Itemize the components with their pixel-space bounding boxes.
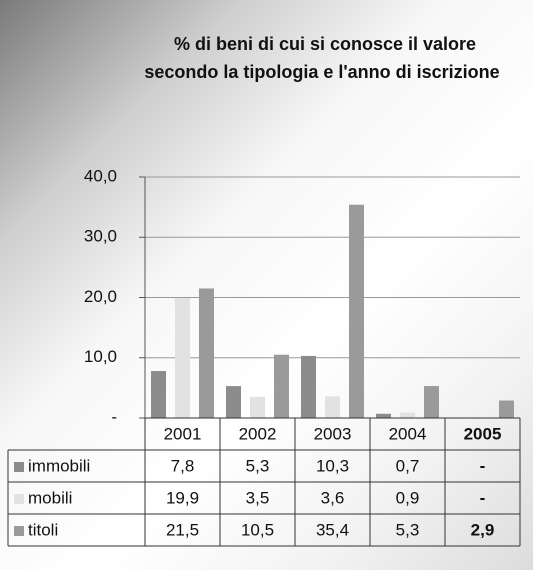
bar <box>349 204 364 418</box>
legend-label: mobili <box>28 488 72 507</box>
table-cell: 5,3 <box>396 520 420 539</box>
bar <box>424 386 439 418</box>
bar <box>499 400 514 418</box>
table-cell: 3,6 <box>321 488 345 507</box>
bar <box>274 354 289 418</box>
y-tick-label: 40,0 <box>84 166 117 185</box>
legend-label: immobili <box>28 456 90 475</box>
x-tick-label: 2002 <box>239 424 277 443</box>
table-cell: 10,3 <box>316 456 349 475</box>
table-cell: 5,3 <box>246 456 270 475</box>
bar <box>376 413 391 418</box>
table-cell: 19,9 <box>166 488 199 507</box>
y-tick-label: 30,0 <box>84 227 117 246</box>
table-cell: 7,8 <box>171 456 195 475</box>
legend-swatch <box>14 526 24 536</box>
y-tick-label: 10,0 <box>84 347 117 366</box>
bar <box>325 396 340 418</box>
table-cell: 21,5 <box>166 520 199 539</box>
table-cell: 10,5 <box>241 520 274 539</box>
y-tick-label: - <box>111 407 117 426</box>
x-tick-label: 2003 <box>314 424 352 443</box>
x-tick-label: 2001 <box>164 424 202 443</box>
bar <box>250 396 265 418</box>
chart-title: secondo la tipologia e l'anno di iscrizi… <box>144 62 499 82</box>
legend-swatch <box>14 462 24 472</box>
table-cell: 0,9 <box>396 488 420 507</box>
table-cell: 35,4 <box>316 520 349 539</box>
bar <box>199 288 214 418</box>
bar <box>226 386 241 418</box>
chart-title: % di beni di cui si conosce il valore <box>174 34 476 54</box>
legend-label: titoli <box>28 520 58 539</box>
table-cell: 0,7 <box>396 456 420 475</box>
table-cell: - <box>480 456 486 475</box>
table-cell: 3,5 <box>246 488 270 507</box>
table-cell: - <box>480 488 486 507</box>
bar <box>400 412 415 418</box>
y-tick-label: 20,0 <box>84 287 117 306</box>
bar <box>175 298 190 418</box>
x-tick-label: 2005 <box>464 424 502 443</box>
table-cell: 2,9 <box>471 520 495 539</box>
bar <box>301 355 316 418</box>
x-tick-label: 2004 <box>389 424 427 443</box>
bar <box>151 371 166 418</box>
legend-swatch <box>14 494 24 504</box>
